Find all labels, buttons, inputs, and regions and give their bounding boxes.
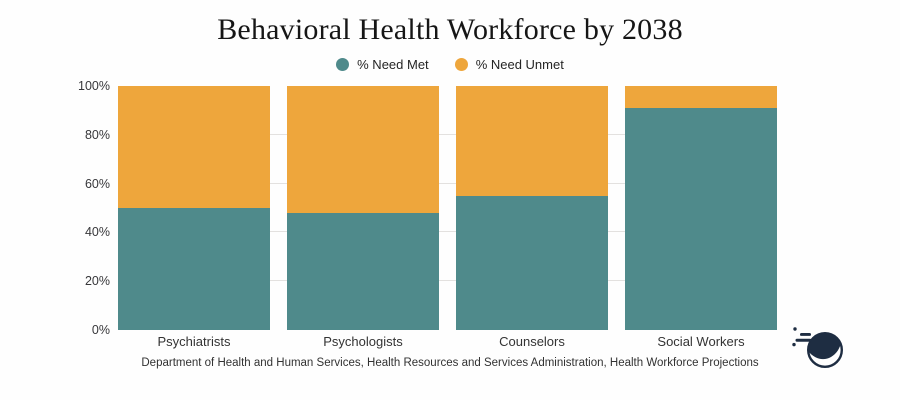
- legend-item-need-met: % Need Met: [336, 57, 429, 72]
- y-tick-label: 40%: [84, 225, 110, 240]
- segment-need-unmet: [456, 86, 608, 196]
- segment-need-met: [625, 107, 777, 330]
- y-tick-label: 20%: [84, 274, 110, 289]
- legend-label: % Need Unmet: [475, 57, 564, 72]
- y-tick-label: 0%: [91, 323, 110, 337]
- source-note: Department of Health and Human Services,…: [141, 357, 759, 369]
- comet-swoosh-logo: [792, 327, 843, 368]
- need-unmet-swatch-icon: [454, 58, 468, 71]
- x-axis: Psychiatrists Psychologists Counselors Soci…: [118, 334, 777, 349]
- chart-title: Behavioral Health Workforce by 2038: [217, 13, 683, 46]
- gridline-80: [118, 133, 777, 135]
- bar-psychologists: [287, 86, 439, 330]
- need-met-swatch-icon: [336, 58, 350, 71]
- gridline-20: [118, 280, 777, 282]
- segment-need-unmet: [118, 86, 270, 208]
- segment-need-met: [118, 208, 270, 330]
- segment-need-unmet: [287, 86, 439, 213]
- x-axis-label: Counselors: [499, 334, 565, 349]
- y-tick-label: 60%: [84, 176, 110, 191]
- segment-need-met: [456, 195, 608, 330]
- y-tick-label: 80%: [84, 127, 110, 142]
- bar-social-workers: [625, 86, 777, 330]
- legend: % Need Met % Need Unmet: [0, 57, 900, 72]
- x-axis-label: Psychologists: [323, 334, 403, 349]
- plot-area: [118, 86, 777, 330]
- gridline-40: [118, 231, 777, 233]
- segment-need-met: [287, 212, 439, 330]
- bars-container: [118, 86, 777, 330]
- segment-need-unmet: [625, 86, 777, 108]
- gridline-60: [118, 182, 777, 184]
- x-axis-label: Social Workers: [657, 334, 745, 349]
- legend-label: % Need Met: [357, 57, 429, 72]
- x-axis-label: Psychiatrists: [157, 334, 231, 349]
- bar-psychiatrists: [118, 86, 270, 330]
- brand-logo[interactable]: [791, 324, 849, 374]
- y-tick-label: 100%: [78, 79, 110, 93]
- bar-counselors: [456, 86, 608, 330]
- y-axis: 0% 20% 40% 60% 80% 100%: [0, 79, 110, 337]
- legend-item-need-unmet: % Need Unmet: [454, 57, 564, 72]
